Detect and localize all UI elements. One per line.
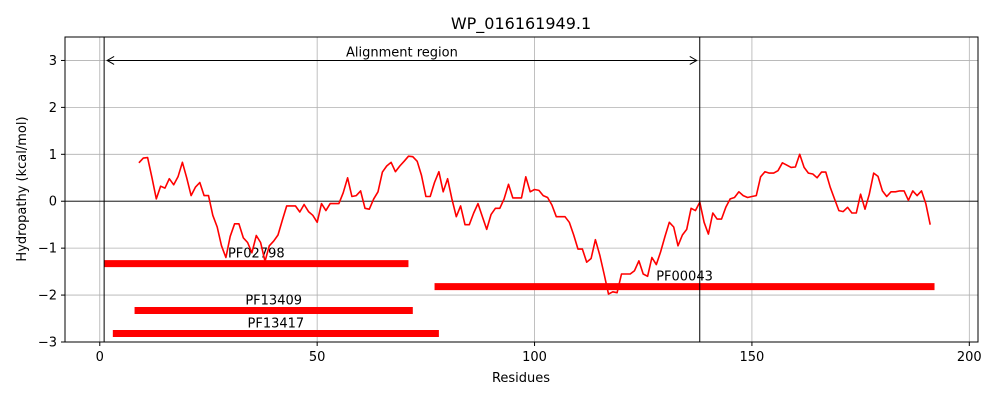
- x-tick-label: 50: [309, 350, 326, 365]
- x-tick-label: 100: [522, 350, 547, 365]
- x-axis-label: Residues: [492, 371, 550, 386]
- axes: [61, 36, 979, 346]
- y-tick-label: −3: [38, 336, 57, 351]
- x-tick-label: 200: [957, 350, 982, 365]
- y-tick-label: 3: [49, 54, 57, 69]
- y-tick-label: 1: [49, 148, 57, 163]
- tick-labels: 0 50 100 150 200 −3 −2 −1 0 1 2 3: [38, 54, 982, 365]
- arrow-head-left: [106, 56, 115, 65]
- y-tick-label: −1: [38, 242, 57, 257]
- hydropathy-series: [138, 153, 931, 295]
- y-tick-label: −2: [38, 289, 57, 304]
- plot-frame: [64, 36, 979, 343]
- alignment-label: Alignment region: [346, 45, 458, 60]
- hydropathy-line: [138, 153, 931, 295]
- chart-title: WP_016161949.1: [451, 14, 591, 34]
- x-tick-label: 150: [740, 350, 765, 365]
- y-axis-label: Hydropathy (kcal/mol): [15, 116, 30, 261]
- y-tick-label: 0: [49, 195, 57, 210]
- domain-label: PF02798: [228, 247, 285, 262]
- arrow-head-right: [689, 56, 698, 65]
- x-tick-label: 0: [96, 350, 104, 365]
- domain-label: PF13417: [248, 317, 305, 332]
- domain-label: PF13409: [245, 294, 302, 309]
- domain-bars: PF02798 PF00043 PF13409 PF13417: [104, 247, 935, 338]
- y-tick-label: 2: [49, 101, 57, 116]
- alignment-region: Alignment region: [103, 37, 701, 342]
- domain-label: PF00043: [656, 270, 713, 285]
